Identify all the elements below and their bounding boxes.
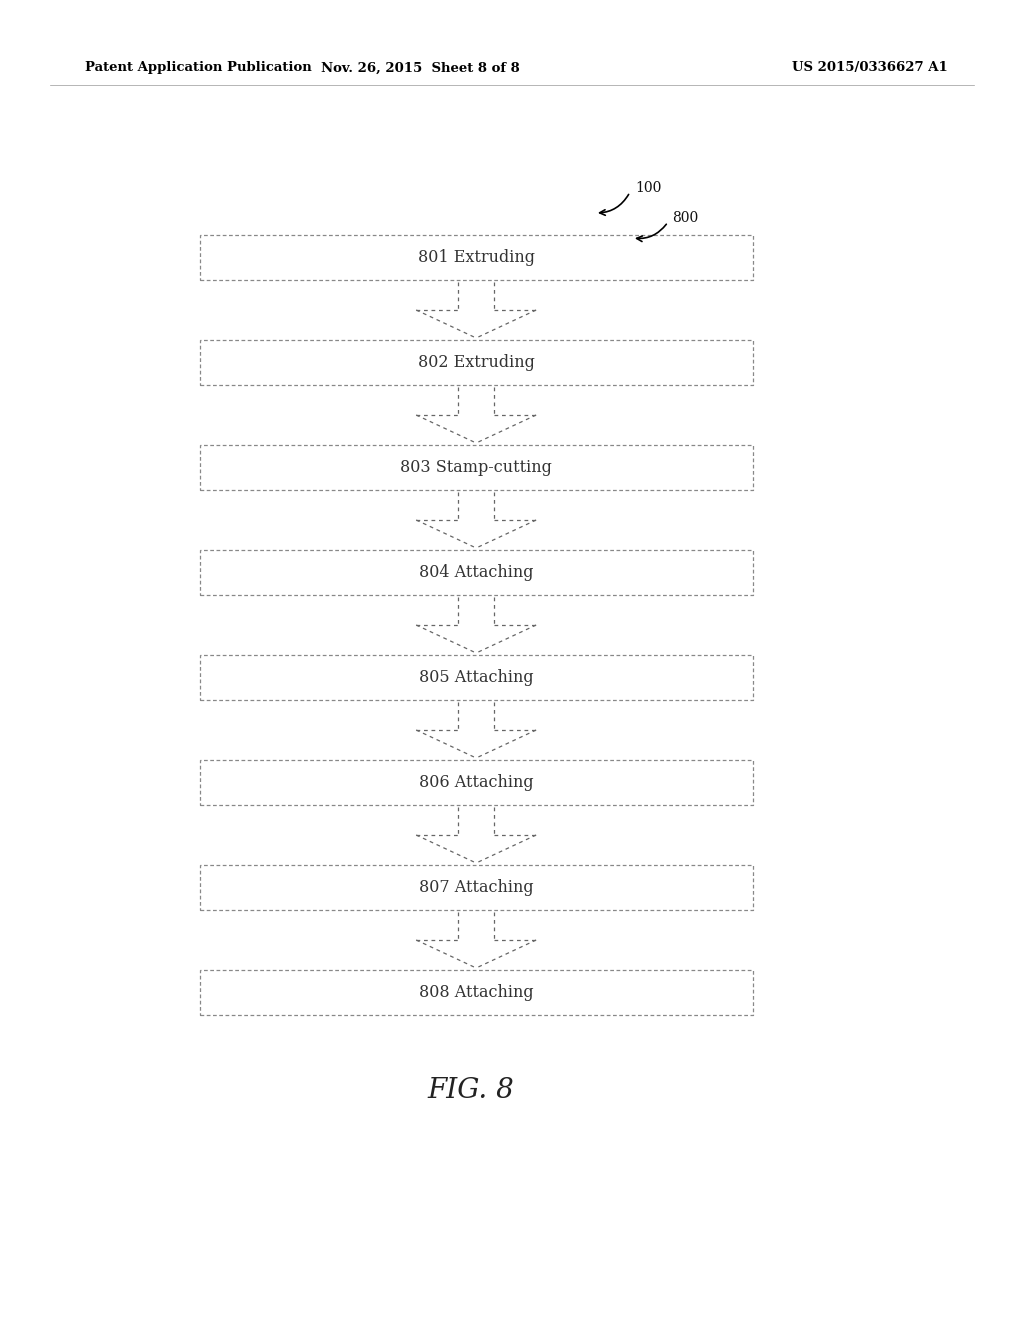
Text: Nov. 26, 2015  Sheet 8 of 8: Nov. 26, 2015 Sheet 8 of 8 bbox=[321, 62, 519, 74]
Bar bbox=[200, 970, 753, 1015]
Bar bbox=[200, 655, 753, 700]
Text: 808 Attaching: 808 Attaching bbox=[419, 983, 534, 1001]
Bar bbox=[200, 550, 753, 595]
Text: 804 Attaching: 804 Attaching bbox=[419, 564, 534, 581]
Text: 805 Attaching: 805 Attaching bbox=[419, 669, 534, 686]
Text: Patent Application Publication: Patent Application Publication bbox=[85, 62, 311, 74]
Text: FIG. 8: FIG. 8 bbox=[428, 1077, 514, 1104]
Bar bbox=[200, 445, 753, 490]
Text: 803 Stamp-cutting: 803 Stamp-cutting bbox=[400, 459, 552, 477]
Bar bbox=[200, 760, 753, 805]
Text: 807 Attaching: 807 Attaching bbox=[419, 879, 534, 896]
Text: 800: 800 bbox=[672, 211, 698, 224]
Text: 802 Extruding: 802 Extruding bbox=[418, 354, 535, 371]
Text: 806 Attaching: 806 Attaching bbox=[419, 774, 534, 791]
Bar bbox=[200, 235, 753, 280]
Text: 100: 100 bbox=[635, 181, 662, 195]
Text: US 2015/0336627 A1: US 2015/0336627 A1 bbox=[793, 62, 948, 74]
Bar bbox=[200, 865, 753, 909]
Bar bbox=[200, 341, 753, 385]
Text: 801 Extruding: 801 Extruding bbox=[418, 249, 535, 267]
